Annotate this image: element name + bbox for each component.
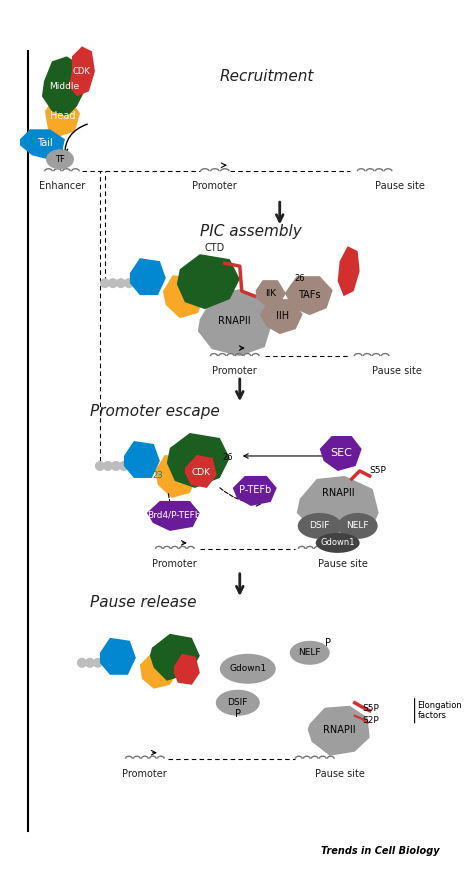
Polygon shape [163, 275, 206, 318]
Ellipse shape [337, 513, 378, 539]
Text: CTD: CTD [205, 243, 225, 253]
Text: Gdown1: Gdown1 [320, 538, 355, 547]
Ellipse shape [109, 658, 119, 668]
Text: Promoter: Promoter [212, 366, 257, 376]
Polygon shape [319, 436, 362, 471]
Polygon shape [308, 706, 370, 756]
Ellipse shape [220, 654, 276, 684]
Polygon shape [177, 254, 240, 309]
Ellipse shape [298, 513, 342, 539]
Text: DSIF: DSIF [228, 699, 248, 707]
Text: Enhancer: Enhancer [39, 181, 85, 192]
Polygon shape [256, 280, 286, 306]
Text: Pause site: Pause site [374, 181, 425, 192]
Text: Recruitment: Recruitment [220, 69, 314, 84]
Ellipse shape [100, 278, 110, 288]
Text: 23: 23 [153, 471, 163, 481]
Text: S2P: S2P [363, 716, 379, 726]
Ellipse shape [132, 278, 142, 288]
Text: Pause site: Pause site [372, 366, 421, 376]
Ellipse shape [116, 278, 126, 288]
Text: P: P [325, 638, 331, 648]
Text: DSIF: DSIF [310, 522, 330, 530]
Polygon shape [155, 455, 198, 498]
Text: NELF: NELF [299, 648, 321, 658]
Text: CDK: CDK [73, 67, 91, 76]
Text: RNAPII: RNAPII [323, 725, 356, 735]
Polygon shape [42, 57, 87, 117]
Polygon shape [337, 246, 360, 296]
Text: Pause release: Pause release [90, 596, 196, 611]
Polygon shape [140, 651, 180, 689]
Ellipse shape [119, 461, 129, 471]
Text: P: P [235, 709, 241, 719]
Ellipse shape [93, 658, 103, 668]
Text: Gdown1: Gdown1 [229, 665, 266, 673]
Polygon shape [130, 258, 166, 295]
Polygon shape [100, 638, 136, 675]
Text: Promoter escape: Promoter escape [90, 403, 219, 419]
Polygon shape [285, 276, 333, 315]
Text: Middle: Middle [49, 82, 79, 91]
Text: IIK: IIK [265, 288, 276, 298]
Ellipse shape [135, 461, 145, 471]
Polygon shape [198, 289, 272, 356]
Ellipse shape [77, 658, 87, 668]
Ellipse shape [46, 149, 74, 169]
Text: TAFs: TAFs [299, 290, 321, 300]
Text: RNAPII: RNAPII [322, 488, 355, 498]
Ellipse shape [216, 690, 260, 716]
Text: SEC: SEC [331, 448, 353, 458]
Text: IIH: IIH [276, 311, 289, 321]
Ellipse shape [85, 658, 95, 668]
Text: Brd4/P-TEFb: Brd4/P-TEFb [147, 510, 201, 519]
Text: Pause site: Pause site [318, 559, 367, 569]
Polygon shape [150, 634, 200, 681]
Polygon shape [233, 476, 277, 506]
Polygon shape [45, 97, 80, 136]
Text: 26: 26 [222, 454, 233, 463]
Polygon shape [124, 441, 160, 478]
Ellipse shape [103, 461, 113, 471]
Polygon shape [297, 476, 379, 539]
Text: CDK: CDK [191, 469, 210, 477]
Ellipse shape [140, 278, 150, 288]
Text: 26: 26 [294, 273, 305, 283]
Ellipse shape [124, 278, 134, 288]
Polygon shape [260, 299, 303, 334]
Ellipse shape [290, 641, 330, 665]
Ellipse shape [127, 461, 137, 471]
Ellipse shape [316, 533, 360, 553]
Text: Head: Head [50, 111, 76, 121]
Text: RNAPII: RNAPII [219, 316, 251, 326]
Text: TF: TF [55, 155, 65, 164]
Polygon shape [20, 129, 65, 159]
Ellipse shape [101, 658, 111, 668]
Polygon shape [147, 501, 200, 531]
Text: Pause site: Pause site [315, 769, 365, 779]
Text: P-TEFb: P-TEFb [238, 485, 271, 495]
Text: Trends in Cell Biology: Trends in Cell Biology [321, 846, 439, 855]
Text: S5P: S5P [363, 705, 380, 713]
Text: Elongation
factors: Elongation factors [418, 701, 462, 720]
Ellipse shape [95, 461, 105, 471]
Polygon shape [167, 433, 230, 488]
Text: PIC assembly: PIC assembly [200, 224, 301, 239]
Polygon shape [69, 46, 95, 97]
Text: NELF: NELF [346, 522, 369, 530]
Text: Tail: Tail [37, 138, 53, 148]
Ellipse shape [108, 278, 118, 288]
Text: Promoter: Promoter [153, 559, 197, 569]
Text: Promoter: Promoter [122, 769, 167, 779]
Polygon shape [185, 455, 217, 488]
Polygon shape [174, 654, 200, 685]
Text: Promoter: Promoter [192, 181, 237, 192]
Text: S5P: S5P [370, 467, 386, 476]
Ellipse shape [111, 461, 121, 471]
